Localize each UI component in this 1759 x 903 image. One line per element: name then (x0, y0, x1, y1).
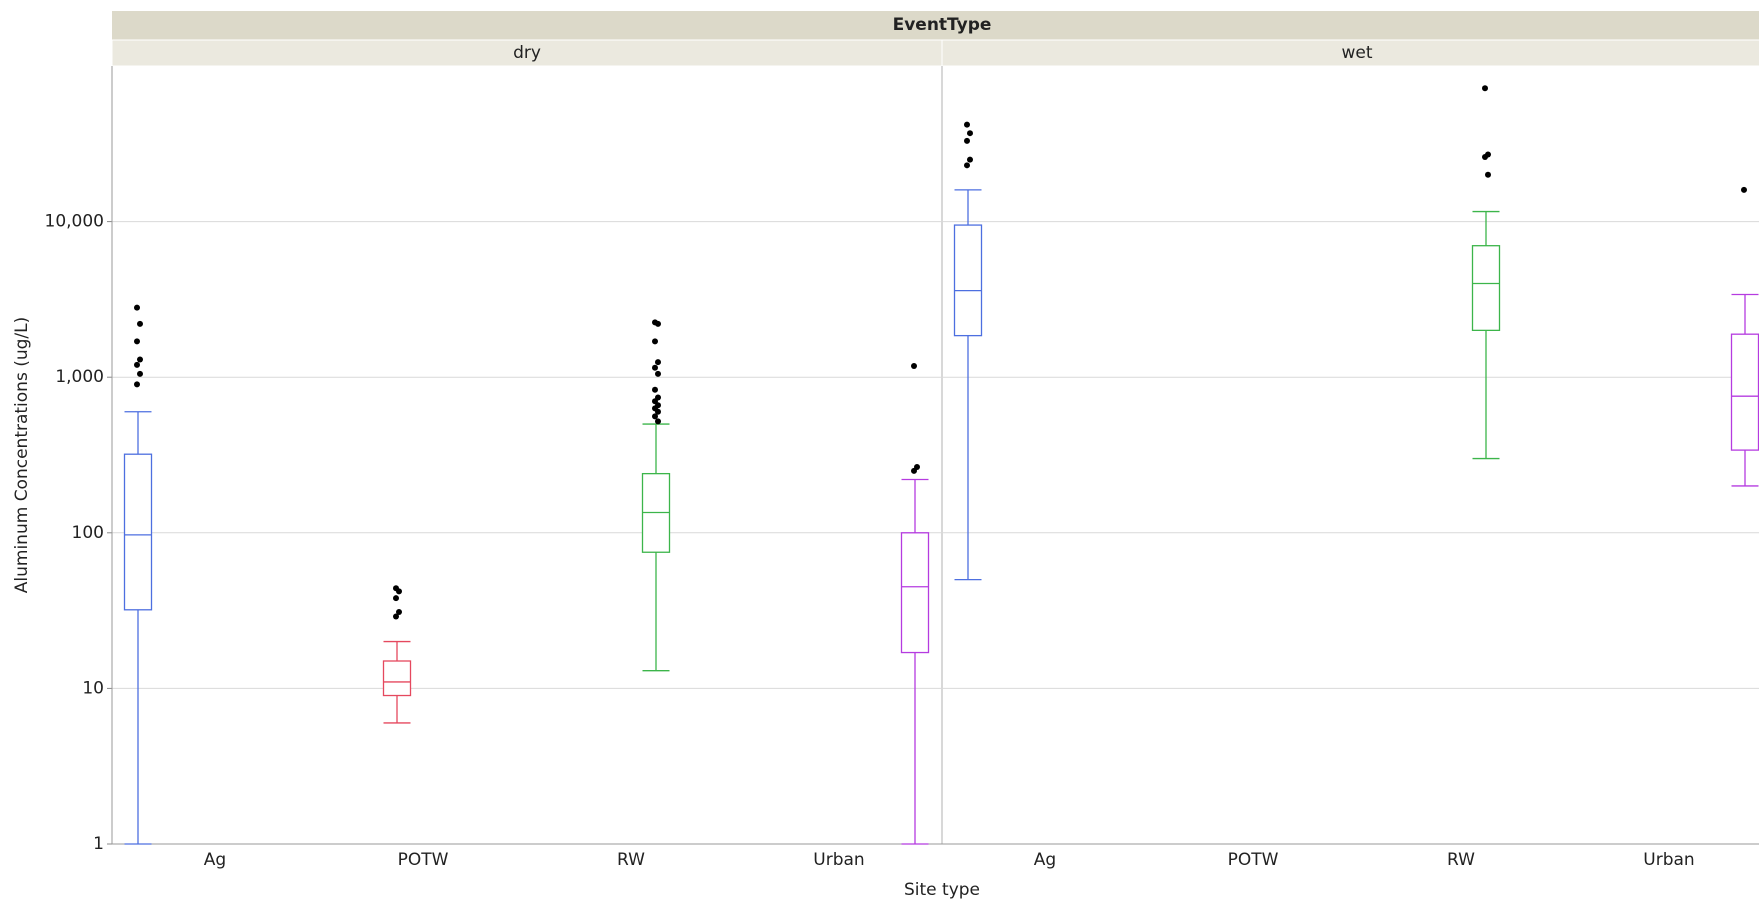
outlier (967, 156, 973, 163)
y-axis-label: Aluminum Concentrations (ug/L) (12, 317, 32, 593)
outlier (137, 320, 143, 327)
outlier (134, 361, 140, 368)
facet-label: dry (513, 43, 541, 63)
x-tick-label: Urban (813, 850, 864, 870)
outlier (393, 595, 399, 602)
y-tick-label: 10 (82, 678, 104, 698)
facet-header-band (112, 11, 1759, 40)
y-tick-label: 100 (72, 523, 104, 543)
x-axis-label: Site type (904, 880, 980, 900)
x-tick-label: Urban (1643, 850, 1694, 870)
outlier (911, 363, 917, 370)
outlier (1485, 171, 1491, 178)
outlier (1482, 85, 1488, 92)
outlier (652, 413, 658, 420)
outlier (396, 608, 402, 615)
outlier (964, 121, 970, 128)
box (382, 660, 412, 697)
outlier (964, 137, 970, 144)
x-tick-label: RW (617, 850, 645, 870)
facet-title: EventType (893, 15, 992, 35)
outlier (655, 359, 661, 366)
box (123, 453, 153, 611)
box (900, 532, 930, 654)
outlier (655, 370, 661, 377)
facet-band (111, 39, 943, 67)
outlier (134, 381, 140, 388)
facet-label: wet (1341, 43, 1372, 63)
x-tick-label: POTW (398, 850, 449, 870)
y-tick-label: 1 (93, 834, 104, 854)
outlier (655, 320, 661, 327)
outlier (1482, 154, 1488, 161)
outlier (1741, 186, 1747, 193)
box (1730, 333, 1759, 451)
outlier (967, 130, 973, 137)
facet-band (941, 39, 1759, 67)
outlier (655, 418, 661, 425)
outlier (134, 304, 140, 311)
outlier (652, 338, 658, 345)
box (953, 224, 983, 337)
outlier (964, 162, 970, 169)
outlier (393, 613, 399, 620)
y-tick-label: 1,000 (55, 367, 104, 387)
outlier (137, 356, 143, 363)
outlier (652, 364, 658, 371)
outlier (911, 467, 917, 474)
outlier (134, 338, 140, 345)
box (1471, 245, 1501, 332)
outlier (396, 588, 402, 595)
outlier (137, 370, 143, 377)
x-tick-label: RW (1447, 850, 1475, 870)
x-tick-label: POTW (1228, 850, 1279, 870)
outlier (655, 408, 661, 415)
x-tick-label: Ag (204, 850, 226, 870)
y-tick-label: 10,000 (45, 212, 104, 232)
x-tick-label: Ag (1034, 850, 1056, 870)
outlier (652, 386, 658, 393)
